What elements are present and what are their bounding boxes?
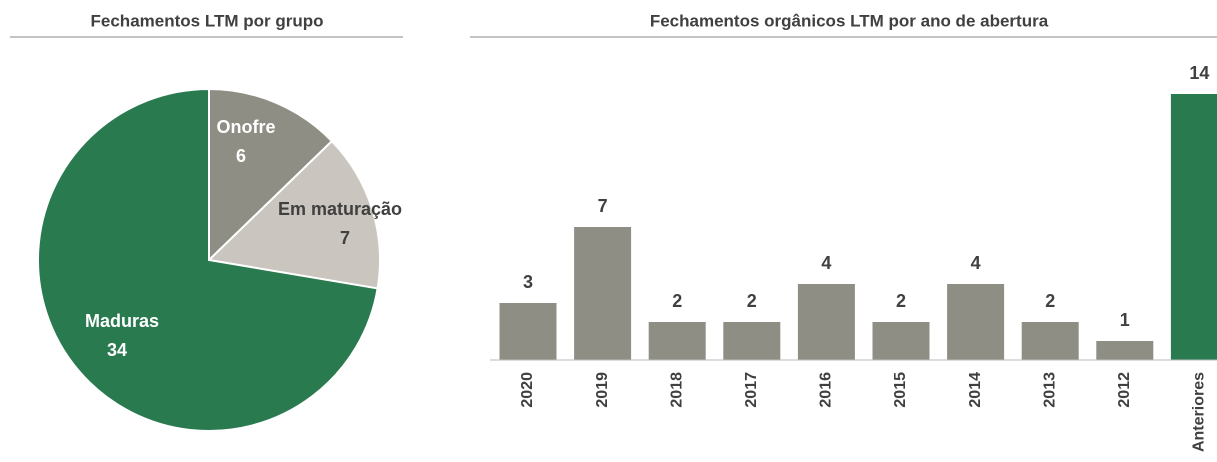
bar — [499, 303, 557, 360]
data-label: 1 — [1120, 310, 1130, 330]
bar — [947, 284, 1005, 360]
x-tick-label: 2014 — [967, 372, 984, 408]
x-tick-label: Anteriores — [1191, 372, 1208, 452]
bar-title: Fechamentos orgânicos LTM por ano de abe… — [650, 11, 1049, 30]
slice-value: 7 — [340, 228, 350, 248]
x-tick-label: 2019 — [594, 372, 611, 408]
bar — [797, 284, 855, 360]
data-label: 2 — [672, 291, 682, 311]
x-tick-label: 2015 — [892, 372, 909, 408]
data-label: 4 — [971, 253, 981, 273]
slice-label: Em maturação — [278, 199, 402, 219]
bar — [723, 322, 781, 360]
bar — [1170, 94, 1217, 360]
data-label: 2 — [896, 291, 906, 311]
data-label: 7 — [598, 196, 608, 216]
pie-slice — [206, 139, 381, 290]
bar — [872, 322, 930, 360]
x-tick-label: 2018 — [668, 372, 685, 408]
x-tick-label: 2020 — [519, 372, 536, 408]
data-label: 14 — [1189, 63, 1209, 83]
x-tick-label: 2012 — [1116, 372, 1133, 408]
bar — [1021, 322, 1079, 360]
data-label: 2 — [747, 291, 757, 311]
data-label: 4 — [821, 253, 831, 273]
x-tick-label: 2017 — [743, 372, 760, 408]
slice-value: 6 — [236, 146, 246, 166]
x-tick-label: 2013 — [1041, 372, 1058, 408]
data-label: 3 — [523, 272, 533, 292]
slice-label: Onofre — [216, 117, 275, 137]
data-label: 2 — [1045, 291, 1055, 311]
x-tick-label: 2016 — [818, 372, 835, 408]
slice-value: 34 — [107, 340, 127, 360]
pie-title: Fechamentos LTM por grupo — [91, 11, 324, 30]
slice-label: Maduras — [85, 311, 159, 331]
bar — [574, 227, 632, 360]
pie-slice — [208, 87, 334, 263]
pie-slice — [37, 87, 379, 432]
bar — [648, 322, 706, 360]
bar — [1096, 341, 1154, 360]
